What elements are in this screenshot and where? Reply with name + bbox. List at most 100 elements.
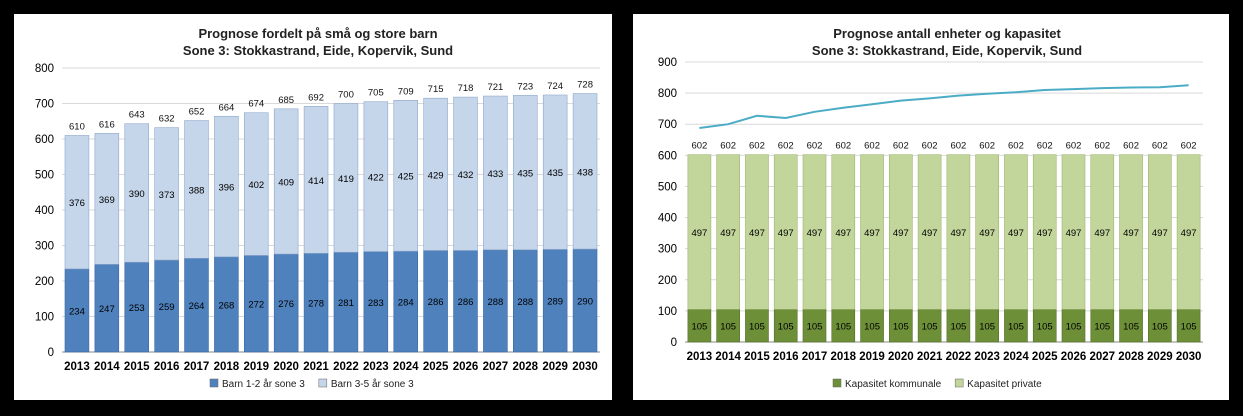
left-bar-top (513, 95, 538, 251)
right-bar-top (1004, 154, 1028, 310)
left-total-value-label: 705 (368, 88, 384, 99)
right-top-value-label: 497 (1094, 228, 1110, 239)
left-top-value-label: 373 (159, 190, 175, 201)
left-bottom-value-label: 289 (547, 297, 563, 308)
right-x-tick-label: 2014 (715, 351, 741, 363)
right-x-tick-label: 2027 (1089, 351, 1115, 363)
left-total-value-label: 721 (487, 82, 503, 93)
left-x-tick-label: 2014 (94, 361, 120, 373)
right-bar-top (917, 154, 942, 310)
left-total-value-label: 692 (308, 92, 324, 103)
left-top-value-label: 425 (398, 172, 414, 183)
right-x-tick-label: 2024 (1003, 351, 1029, 363)
left-legend-label: Barn 1-2 år sone 3 (222, 378, 305, 390)
left-bar-top (542, 94, 568, 250)
left-bottom-value-label: 278 (308, 299, 324, 310)
left-top-value-label: 402 (248, 180, 264, 191)
left-total-value-label: 718 (458, 83, 474, 94)
left-top-value-label: 388 (189, 185, 205, 196)
right-bottom-value-label: 105 (720, 322, 736, 333)
right-total-value-label: 602 (950, 141, 966, 152)
left-bar-top (184, 120, 209, 259)
right-x-tick-label: 2028 (1118, 351, 1144, 363)
right-top-value-label: 497 (922, 228, 938, 239)
right-y-tick-label: 800 (658, 88, 677, 100)
right-x-tick-label: 2029 (1147, 351, 1173, 363)
right-y-tick-label: 700 (658, 119, 677, 131)
left-bar-top (94, 133, 120, 265)
right-x-tick-label: 2021 (917, 351, 943, 363)
right-bar-top (1176, 154, 1201, 310)
right-total-value-label: 602 (1037, 141, 1053, 152)
chart-panel-right: Prognose antall enheter og kapasitet Son… (633, 14, 1229, 400)
chart-right-subtitle: Sone 3: Stokkastrand, Eide, Kopervik, Su… (812, 43, 1082, 58)
right-top-value-label: 497 (864, 228, 880, 239)
right-bottom-value-label: 105 (864, 322, 880, 333)
left-bottom-value-label: 286 (428, 297, 444, 308)
right-bar-top (831, 154, 856, 310)
left-y-tick-label: 500 (35, 170, 54, 182)
left-legend-swatch (318, 378, 328, 388)
left-bar-top (273, 108, 299, 255)
right-top-value-label: 497 (979, 228, 995, 239)
right-total-value-label: 602 (979, 141, 995, 152)
right-x-tick-label: 2022 (946, 351, 972, 363)
right-bottom-value-label: 105 (691, 322, 707, 333)
left-total-value-label: 652 (189, 107, 205, 118)
left-bottom-value-label: 286 (458, 297, 474, 308)
left-y-tick-label: 0 (48, 347, 54, 359)
right-top-value-label: 497 (835, 228, 851, 239)
left-total-value-label: 664 (218, 102, 234, 113)
right-x-tick-label: 2020 (888, 351, 914, 363)
right-bar-top (773, 154, 798, 310)
left-top-value-label: 438 (577, 167, 593, 178)
left-x-tick-label: 2020 (273, 361, 299, 373)
left-total-value-label: 724 (547, 81, 563, 92)
right-x-tick-label: 2013 (687, 351, 713, 363)
right-x-tick-label: 2026 (1061, 351, 1087, 363)
chart-left-subtitle: Sone 3: Stokkastrand, Eide, Kopervik, Su… (183, 43, 453, 58)
left-x-tick-label: 2027 (483, 361, 509, 373)
left-y-tick-label: 800 (35, 63, 54, 75)
right-x-tick-label: 2017 (802, 351, 828, 363)
left-top-value-label: 409 (278, 177, 294, 188)
left-top-value-label: 432 (458, 170, 474, 181)
right-y-tick-label: 500 (658, 181, 677, 193)
left-x-tick-label: 2030 (572, 361, 598, 373)
left-bottom-value-label: 288 (517, 297, 533, 308)
right-bottom-value-label: 105 (979, 322, 995, 333)
left-bar-top (154, 127, 179, 261)
left-top-value-label: 429 (428, 170, 444, 181)
left-y-tick-label: 700 (35, 99, 54, 111)
chart-right: Prognose antall enheter og kapasitet Son… (658, 26, 1203, 390)
left-bar-top (393, 100, 418, 252)
left-bottom-value-label: 288 (487, 297, 503, 308)
left-y-tick-label: 300 (35, 241, 54, 253)
left-bar-top (363, 101, 389, 252)
right-total-value-label: 602 (749, 141, 765, 152)
left-legend-swatch (209, 378, 219, 388)
left-x-tick-label: 2017 (184, 361, 210, 373)
left-x-tick-label: 2021 (303, 361, 329, 373)
left-x-tick-label: 2029 (542, 361, 568, 373)
right-x-tick-label: 2015 (744, 351, 770, 363)
left-bottom-value-label: 264 (189, 301, 205, 312)
left-top-value-label: 435 (547, 168, 563, 179)
right-top-value-label: 497 (1037, 228, 1053, 239)
right-top-value-label: 497 (778, 228, 794, 239)
right-bottom-value-label: 105 (749, 322, 765, 333)
right-x-tick-label: 2030 (1176, 351, 1202, 363)
right-bottom-value-label: 105 (835, 322, 851, 333)
right-total-value-label: 602 (1066, 141, 1082, 152)
right-bottom-value-label: 105 (1066, 322, 1082, 333)
left-bottom-value-label: 276 (278, 299, 294, 310)
left-x-tick-label: 2026 (453, 361, 479, 373)
right-top-value-label: 497 (950, 228, 966, 239)
right-y-tick-label: 200 (658, 275, 677, 287)
left-x-tick-label: 2024 (393, 361, 419, 373)
right-total-value-label: 602 (1094, 141, 1110, 152)
right-total-value-label: 602 (778, 141, 794, 152)
left-bar-top (64, 135, 90, 270)
right-top-value-label: 497 (1066, 228, 1082, 239)
right-top-value-label: 497 (807, 228, 823, 239)
